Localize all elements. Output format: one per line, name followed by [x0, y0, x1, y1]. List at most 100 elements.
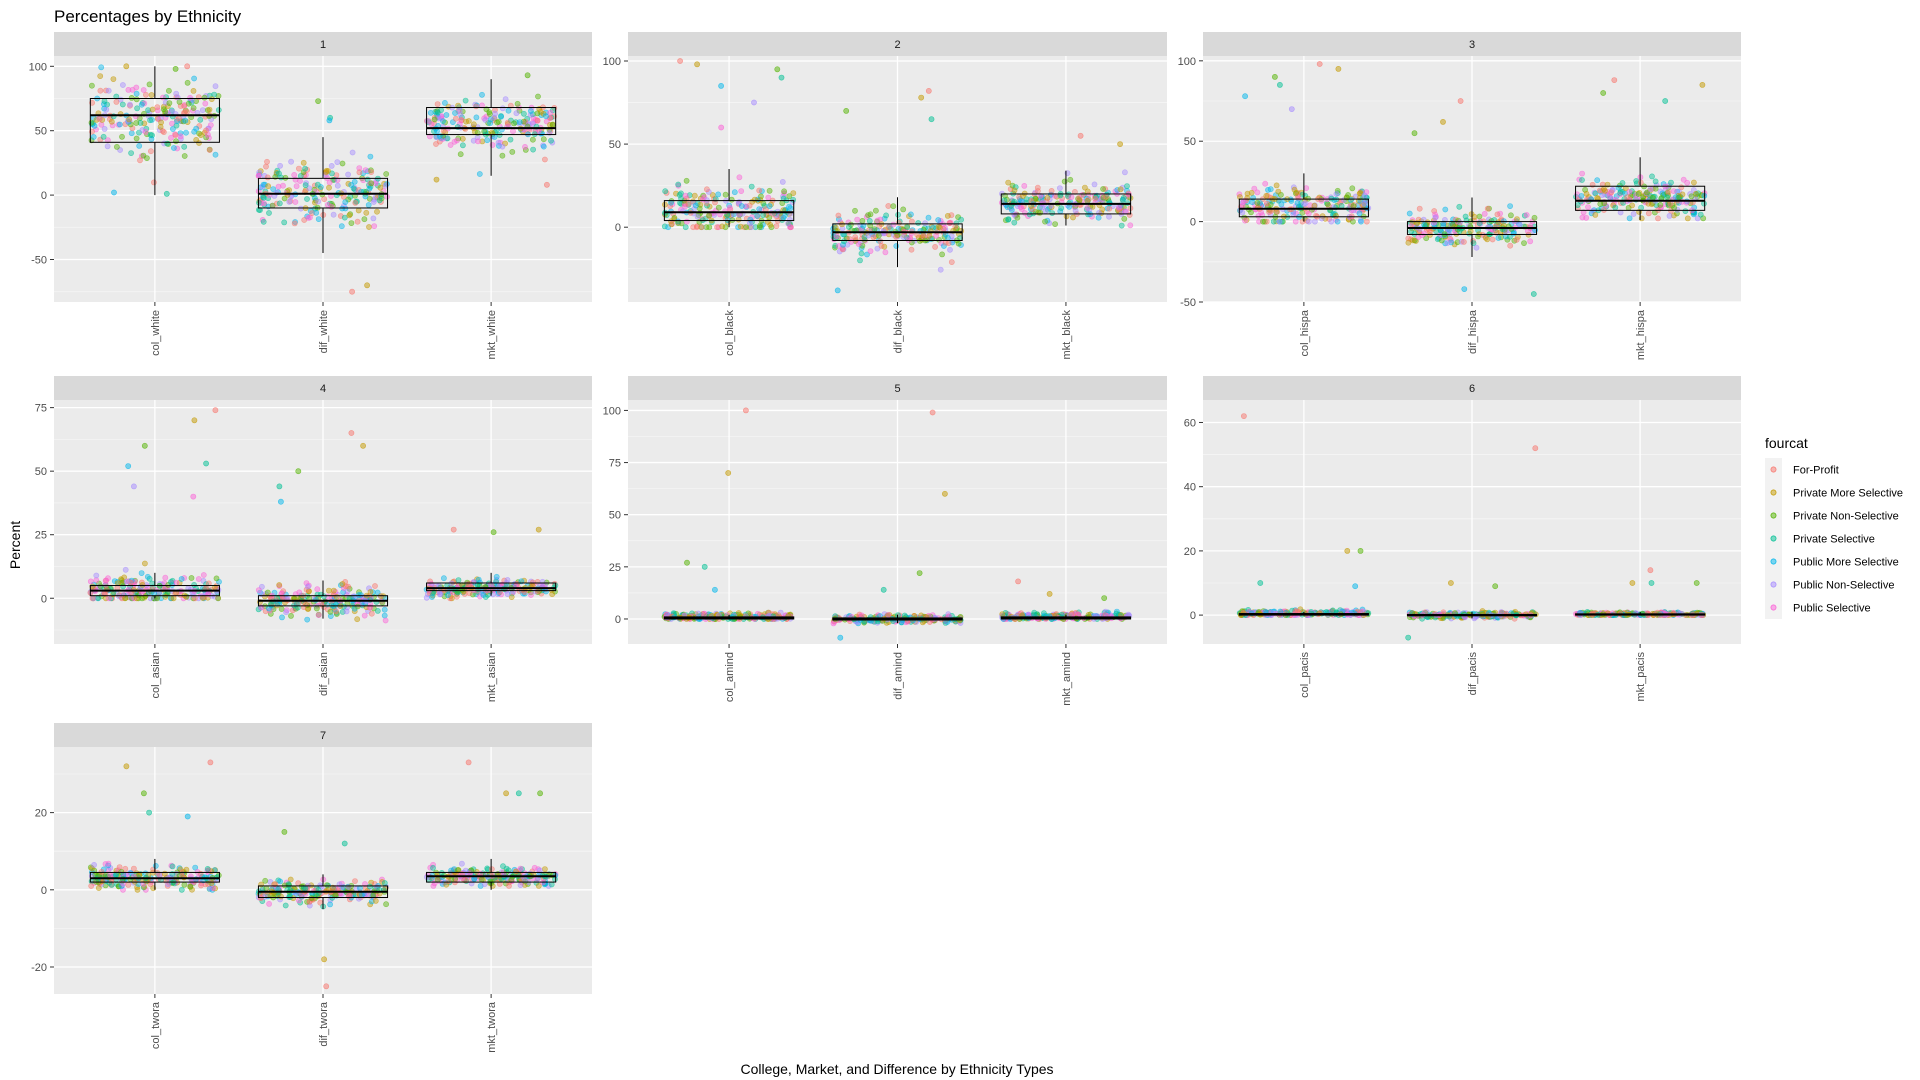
- data-point: [127, 117, 132, 122]
- data-point: [434, 129, 439, 134]
- data-point: [736, 217, 741, 222]
- data-point: [947, 247, 952, 252]
- data-point: [1022, 183, 1027, 188]
- data-point: [1006, 217, 1011, 222]
- data-point: [167, 101, 172, 106]
- data-point: [328, 902, 333, 907]
- data-point: [314, 606, 319, 611]
- data-point: [1685, 216, 1690, 221]
- data-point: [149, 92, 154, 97]
- data-point: [542, 867, 547, 872]
- data-point: [886, 203, 891, 208]
- outlier-point: [451, 527, 456, 532]
- data-point: [704, 187, 709, 192]
- y-tick-label: 0: [615, 222, 621, 234]
- data-point: [430, 865, 435, 870]
- data-point: [339, 224, 344, 229]
- outlier-point: [1663, 98, 1668, 103]
- data-point: [441, 576, 446, 581]
- data-point: [182, 153, 187, 158]
- data-point: [104, 107, 109, 112]
- data-point: [1701, 201, 1706, 206]
- data-point: [894, 234, 899, 239]
- data-point: [303, 166, 308, 171]
- data-point: [543, 589, 548, 594]
- data-point: [1432, 220, 1437, 225]
- data-point: [1653, 186, 1658, 191]
- outlier-point: [1694, 580, 1699, 585]
- outlier-point: [779, 75, 784, 80]
- data-point: [475, 139, 480, 144]
- data-point: [1092, 196, 1097, 201]
- data-point: [106, 861, 111, 866]
- data-point: [1477, 214, 1482, 219]
- data-point: [1006, 180, 1011, 185]
- data-point: [384, 194, 389, 199]
- data-point: [508, 137, 513, 142]
- outlier-point: [342, 841, 347, 846]
- data-point: [135, 887, 140, 892]
- data-point: [923, 221, 928, 226]
- data-point: [1585, 205, 1590, 210]
- outlier-point: [751, 100, 756, 105]
- data-point: [1362, 201, 1367, 206]
- data-point: [382, 607, 387, 612]
- data-point: [256, 173, 261, 178]
- data-point: [459, 861, 464, 866]
- data-point: [716, 192, 721, 197]
- data-point: [198, 133, 203, 138]
- outlier-point: [930, 410, 935, 415]
- data-point: [266, 184, 271, 189]
- data-point: [1668, 180, 1673, 185]
- data-point: [947, 221, 952, 226]
- data-point: [1698, 212, 1703, 217]
- data-point: [695, 214, 700, 219]
- strip-label: 1: [320, 39, 326, 51]
- data-point: [488, 879, 493, 884]
- data-point: [1532, 215, 1537, 220]
- data-point: [669, 222, 674, 227]
- outlier-point: [1241, 414, 1246, 419]
- data-point: [163, 109, 168, 114]
- data-point: [287, 188, 292, 193]
- panel-5: 50255075100col_amind dif_amind mkt_amind: [603, 376, 1167, 706]
- panel-3: 3-50050100col_hispa dif_hispa mkt_hispa: [1178, 32, 1741, 360]
- data-point: [171, 145, 176, 150]
- data-point: [297, 178, 302, 183]
- data-point: [296, 166, 301, 171]
- data-point: [1276, 189, 1281, 194]
- data-point: [334, 609, 339, 614]
- outlier-point: [208, 760, 213, 765]
- data-point: [1119, 223, 1124, 228]
- data-point: [160, 95, 165, 100]
- y-tick-label: 0: [41, 190, 47, 202]
- data-point: [371, 199, 376, 204]
- y-tick-label: -50: [1180, 297, 1196, 309]
- data-point: [182, 144, 187, 149]
- data-point: [727, 205, 732, 210]
- outlier-point: [525, 73, 530, 78]
- data-point: [1293, 608, 1298, 613]
- data-point: [1357, 191, 1362, 196]
- y-tick-label: 100: [603, 405, 621, 417]
- data-point: [207, 107, 212, 112]
- data-point: [1422, 222, 1427, 227]
- y-tick-label: 75: [35, 403, 47, 415]
- outlier-point: [1448, 580, 1453, 585]
- outlier-point: [881, 587, 886, 592]
- data-point: [161, 130, 166, 135]
- data-point: [1593, 212, 1598, 217]
- outlier-point: [775, 67, 780, 72]
- data-point: [1251, 195, 1256, 200]
- y-tick-label: 50: [609, 510, 621, 522]
- data-point: [1271, 219, 1276, 224]
- data-point: [182, 110, 187, 115]
- data-point: [866, 233, 871, 238]
- data-point: [192, 596, 197, 601]
- data-point: [261, 201, 266, 206]
- data-point: [489, 867, 494, 872]
- data-point: [505, 577, 510, 582]
- data-point: [155, 105, 160, 110]
- data-point: [749, 184, 754, 189]
- data-point: [428, 110, 433, 115]
